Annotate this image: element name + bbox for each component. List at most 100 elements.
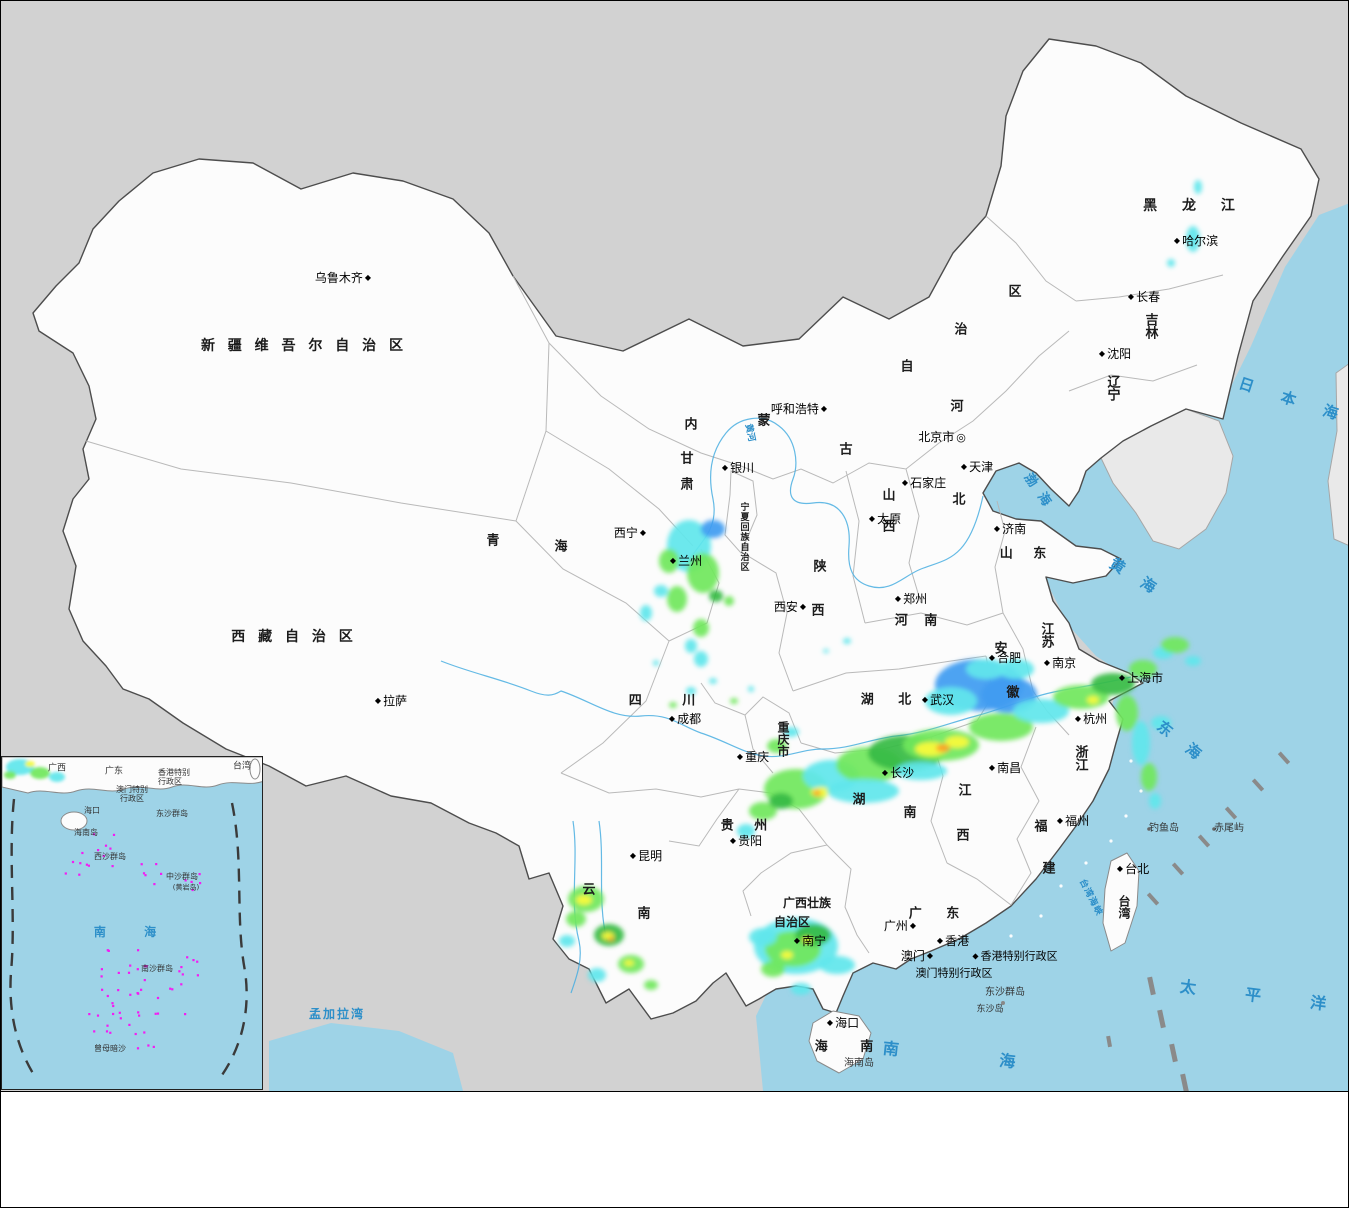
island-dot [153, 883, 156, 886]
radar-echo [843, 638, 851, 644]
chiwei-island-dot [1212, 827, 1216, 831]
island-dot [112, 1012, 115, 1016]
radar-echo [667, 586, 687, 612]
radar-echo [624, 960, 634, 966]
radar-echo [693, 619, 709, 637]
island-dot [112, 1004, 115, 1008]
diaoyu-island-dot [1147, 827, 1151, 831]
island-dot [192, 959, 195, 962]
island-dot [111, 865, 114, 868]
radar-echo [1151, 716, 1171, 730]
island-dot [109, 1031, 112, 1034]
philippines-islands [1106, 976, 1189, 1091]
island-dot [117, 989, 120, 992]
inset-graphic [2, 757, 262, 1076]
island-dot [199, 882, 202, 885]
inset-echo-layer [4, 759, 65, 782]
island-dot [137, 1011, 140, 1014]
island-dot [79, 862, 82, 865]
radar-echo [685, 639, 697, 653]
radar-echo [654, 585, 668, 597]
island-dot [105, 1030, 109, 1033]
island-dot [136, 992, 139, 995]
island-dot [180, 983, 183, 986]
island-dot [128, 1023, 131, 1026]
island-dot [144, 874, 147, 877]
island-dot [181, 973, 184, 976]
radar-echo [781, 951, 793, 959]
island-dot [155, 863, 158, 866]
island-dot [152, 1045, 155, 1048]
radar-echo [608, 937, 614, 941]
ryukyu-islands [1146, 751, 1291, 906]
island-dot [190, 880, 193, 883]
radar-echo [802, 937, 812, 943]
island-dot [118, 1011, 121, 1014]
island-dot [143, 1031, 146, 1034]
island-dot [129, 964, 132, 967]
japan-landmass [1327, 363, 1348, 546]
island-dot [156, 1012, 160, 1015]
island-dot [111, 1002, 114, 1005]
island-dot [134, 1032, 137, 1036]
radar-echo [819, 956, 855, 974]
island-dot [106, 994, 109, 998]
radar-echo [791, 983, 811, 995]
radar-echo [694, 651, 708, 667]
island-dot [117, 971, 120, 974]
china-radar-map: 新 疆 维 吾 尔 自 治 区西 藏 自 治 区青海甘肃内蒙古自治区黑 龙 江吉… [1, 1, 1348, 1091]
island-dot [184, 879, 187, 882]
radar-echo [895, 762, 947, 780]
radar-echo [823, 649, 829, 653]
island-dot [102, 854, 105, 857]
island-dot [136, 968, 139, 971]
inset-taiwan-island [249, 758, 261, 780]
island-dot [93, 1030, 96, 1033]
island-dot [145, 965, 148, 968]
radar-echo [1141, 763, 1157, 791]
radar-echo [701, 520, 725, 538]
island-dot [127, 971, 131, 974]
radar-echo [709, 678, 717, 684]
inset-hainan-island [60, 811, 88, 831]
radar-echo [1194, 180, 1202, 194]
radar-echo [576, 895, 592, 905]
radar-echo [30, 767, 50, 779]
island-dot [171, 988, 174, 991]
island-dot [180, 966, 183, 969]
radar-echo [925, 687, 977, 715]
radar-echo [748, 686, 754, 692]
radar-echo [1129, 660, 1157, 678]
radar-echo [1116, 695, 1138, 731]
island-dot [100, 968, 103, 971]
island-dot [154, 1012, 157, 1015]
offshore-island-dots [1001, 759, 1216, 1005]
island-dot [178, 970, 181, 973]
radar-echo [566, 911, 586, 927]
hainan-island [808, 1010, 872, 1074]
radar-echo [749, 802, 777, 820]
radar-echo [813, 790, 821, 796]
island-dot [156, 996, 160, 1000]
radar-echo [686, 687, 696, 695]
radar-echo [737, 824, 755, 838]
island-dot [196, 974, 199, 977]
island-dot [112, 833, 116, 836]
legend-panel: 全国雷达拼图 [2025-11-09 22:18:00] [ 组合反射率 ] d… [1, 1091, 1348, 1207]
island-dot [191, 888, 194, 892]
island-dot [143, 965, 146, 968]
radar-echo [588, 968, 606, 982]
island-dot [140, 988, 143, 991]
island-dot [106, 949, 109, 952]
radar-echo [1185, 656, 1201, 666]
island-dot [142, 872, 146, 875]
island-dot [106, 1024, 109, 1027]
radar-echo [945, 736, 969, 748]
radar-echo [1013, 699, 1069, 723]
island-dot [109, 847, 112, 850]
island-dot [78, 873, 81, 876]
radar-echo [659, 549, 679, 573]
island-dot [87, 864, 90, 867]
island-dot [88, 1013, 91, 1016]
